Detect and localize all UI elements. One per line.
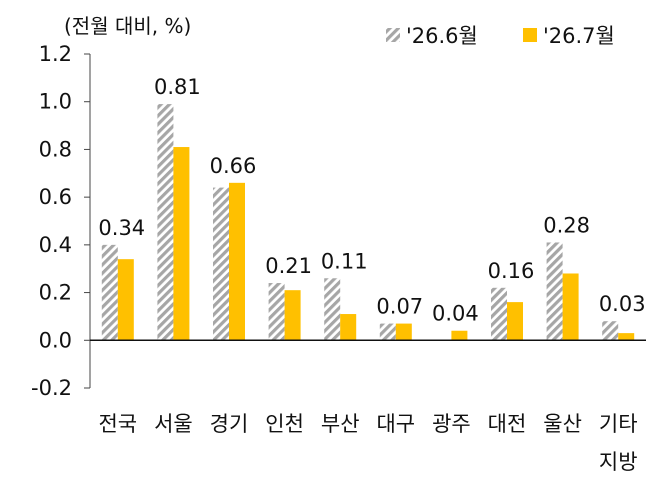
category-label-2: 경기 — [210, 412, 249, 436]
bar-jul-4 — [340, 314, 357, 341]
data-label-jul-4: 0.11 — [321, 249, 368, 273]
bar-jul-0 — [117, 259, 134, 341]
bar-jun-3 — [268, 283, 285, 341]
y-tick-label: -0.2 — [31, 376, 72, 400]
y-axis: -0.2 0.0 0.2 0.4 0.6 0.8 1.0 1.2 — [31, 42, 91, 400]
category-label-0: 전국 — [98, 412, 137, 436]
legend-label-jul: '26.7월 — [543, 24, 615, 48]
data-label-jul-6: 0.04 — [432, 302, 479, 326]
data-label-jul-7: 0.16 — [488, 259, 535, 283]
bar-jul-9 — [618, 333, 635, 341]
bar-jul-8 — [562, 273, 579, 341]
bar-jun-8 — [546, 242, 563, 341]
bar-jun-5 — [379, 323, 396, 341]
data-label-jul-0: 0.34 — [98, 216, 145, 240]
data-label-jul-3: 0.21 — [265, 254, 312, 278]
bar-jun-1 — [157, 104, 174, 341]
bar-jul-7 — [507, 302, 523, 341]
legend-swatch-jun — [386, 28, 400, 42]
data-labels: 0.34 0.81 0.66 0.21 0.11 0.07 0.04 0.16 0.28 0.03 — [98, 75, 645, 326]
category-label-8: 울산 — [543, 412, 582, 436]
bar-jul-6 — [451, 330, 468, 341]
category-label-5: 대구 — [376, 412, 415, 436]
category-label-4: 부산 — [321, 412, 360, 436]
y-tick-label: 0.2 — [39, 281, 72, 305]
y-tick-label: 0.0 — [39, 328, 72, 352]
y-tick-label: 0.4 — [39, 233, 72, 257]
legend-label-jun: '26.6월 — [406, 24, 478, 48]
bar-jul-2 — [229, 182, 245, 341]
bars — [101, 104, 635, 341]
data-label-jul-5: 0.07 — [376, 295, 423, 319]
category-label-6: 광주 — [432, 412, 471, 436]
legend: '26.6월 '26.7월 — [386, 24, 615, 48]
data-label-jul-8: 0.28 — [543, 213, 590, 237]
data-label-jul-2: 0.66 — [210, 154, 257, 178]
bar-jun-2 — [213, 187, 229, 341]
y-tick-label: 0.6 — [39, 185, 72, 209]
category-label-1: 서울 — [154, 412, 193, 436]
legend-swatch-jul — [523, 28, 537, 42]
data-label-jul-1: 0.81 — [154, 75, 201, 99]
y-tick-label: 0.8 — [39, 137, 72, 161]
bar-jul-1 — [173, 147, 190, 341]
category-label-3: 인천 — [265, 412, 304, 436]
bar-jun-7 — [491, 287, 507, 341]
unit-label: (전월 대비, %) — [64, 14, 191, 38]
bar-jul-3 — [284, 290, 301, 341]
y-tick-label: 1.0 — [39, 90, 72, 114]
bar-jul-5 — [395, 323, 412, 341]
data-label-jul-9: 0.03 — [599, 292, 646, 316]
y-tick-label: 1.2 — [39, 42, 72, 66]
bar-jun-0 — [101, 244, 118, 341]
category-label-7: 대전 — [488, 412, 527, 436]
bar-jun-9 — [602, 321, 619, 341]
category-sublabel-9: 지방 — [599, 450, 638, 474]
category-label-9: 기타 — [599, 412, 638, 436]
bar-jun-4 — [324, 278, 341, 341]
